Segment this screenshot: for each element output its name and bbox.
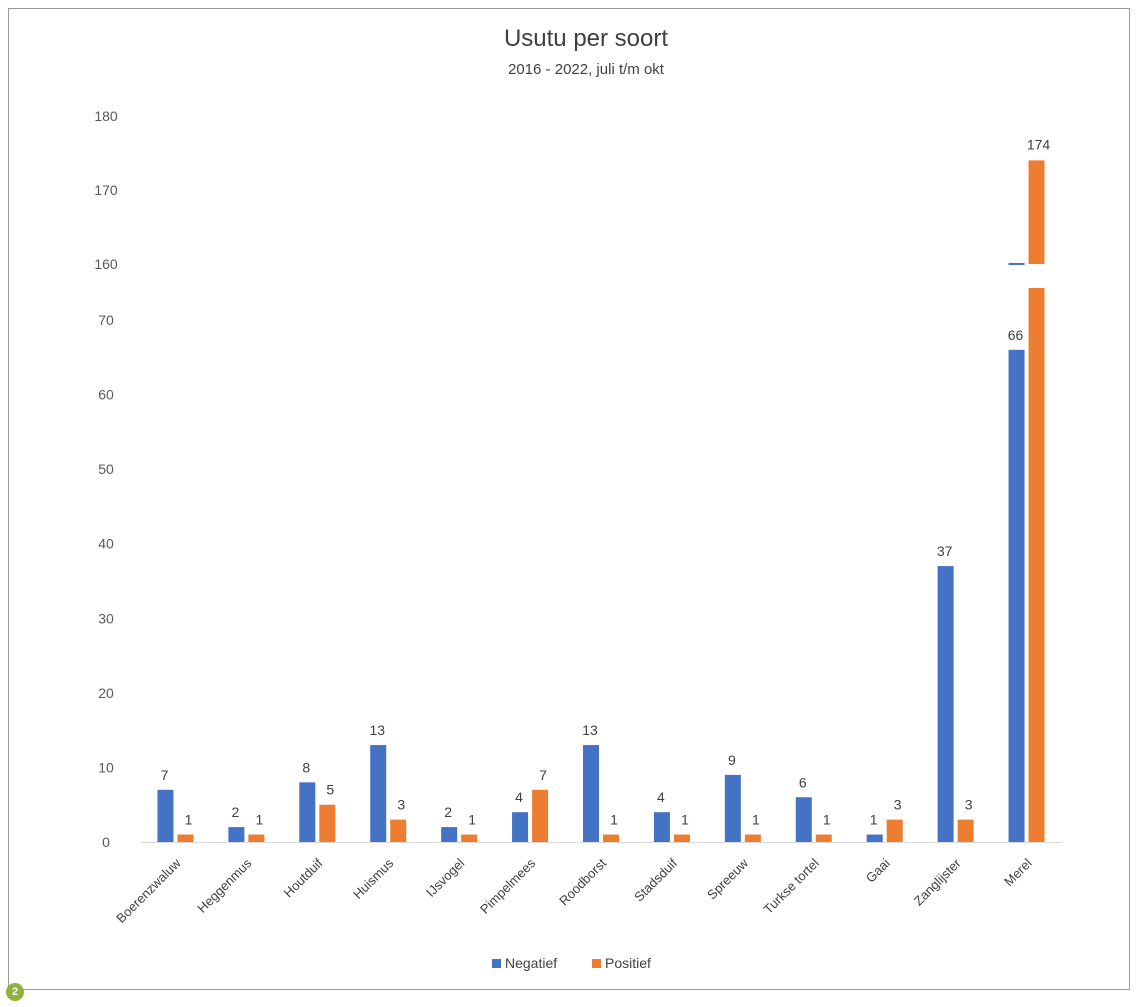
x-tick-label: Merel — [1001, 855, 1035, 889]
data-label: 13 — [582, 722, 598, 738]
bar-negatief — [724, 774, 741, 842]
data-label: 1 — [823, 812, 831, 828]
bar-negatief — [795, 797, 812, 842]
bar-positief — [673, 834, 690, 842]
data-label: 1 — [185, 812, 193, 828]
y-tick-label: 50 — [98, 461, 114, 477]
bar-positief — [319, 804, 336, 842]
bar-positief — [603, 834, 619, 842]
data-label: 3 — [397, 797, 405, 813]
x-tick-label: Huismus — [350, 855, 397, 902]
y-tick-label: 0 — [102, 834, 110, 850]
x-tick-label: Houtduif — [281, 855, 326, 900]
data-label: 2 — [444, 804, 452, 820]
bar-positief — [886, 819, 903, 842]
legend-label-negatief: Negatief — [505, 955, 557, 971]
x-tick-label: Heggenmus — [194, 855, 255, 916]
data-label: 1 — [752, 812, 760, 828]
data-label: 1 — [870, 812, 878, 828]
data-label: 1 — [255, 812, 263, 828]
x-tick-label: Roodborst — [556, 855, 609, 908]
legend-swatch-positief — [592, 959, 601, 968]
chart-subtitle: 2016 - 2022, juli t/m okt — [508, 61, 665, 78]
x-tick-label: Gaai — [863, 855, 893, 885]
y-tick-label: 160 — [94, 256, 118, 272]
data-label: 2 — [231, 804, 239, 820]
y-tick-label: 180 — [94, 108, 118, 124]
x-tick-label: Turkse tortel — [761, 855, 822, 916]
bar-positief — [390, 819, 407, 842]
x-tick-label: Stadsduif — [631, 855, 680, 904]
data-label: 3 — [965, 797, 973, 813]
data-label: 4 — [657, 789, 665, 805]
data-label: 66 — [1008, 327, 1024, 343]
data-label: 13 — [369, 722, 385, 738]
data-label: 7 — [539, 767, 547, 783]
bar-positief — [248, 834, 265, 842]
data-label: 6 — [799, 774, 807, 790]
x-tick-label: IJsvogel — [423, 855, 467, 899]
bar-positief — [1028, 288, 1045, 842]
x-tick-label: Pimpelmees — [477, 855, 539, 917]
legend-label-positief: Positief — [605, 955, 651, 971]
bar-positief — [744, 834, 761, 842]
data-label: 1 — [468, 812, 476, 828]
y-tick-label: 170 — [94, 182, 118, 198]
y-axis: 0 10 20 30 40 50 60 70 160 170 180 — [94, 108, 118, 850]
bar-positief — [461, 834, 478, 842]
y-tick-label: 60 — [98, 387, 114, 403]
chart-title: Usutu per soort — [504, 25, 668, 52]
bar-positief — [815, 834, 832, 842]
bar-negatief — [228, 827, 245, 842]
bar-negatief — [1008, 349, 1025, 842]
y-tick-label: 20 — [98, 685, 114, 701]
bar-positief — [532, 789, 549, 842]
x-tick-label: Spreeuw — [704, 855, 751, 902]
data-label: 37 — [937, 543, 953, 559]
data-label: 1 — [610, 812, 618, 828]
data-label: 4 — [515, 789, 523, 805]
bar-negatief — [441, 827, 458, 842]
data-label: 8 — [302, 759, 310, 775]
y-tick-label: 30 — [98, 610, 114, 626]
bar-positief — [177, 834, 194, 842]
x-tick-label: Zanglijster — [911, 855, 964, 908]
bar-positief-upper — [1028, 160, 1045, 264]
data-label: 5 — [326, 782, 334, 798]
y-tick-label: 70 — [98, 312, 114, 328]
legend-swatch-negatief — [492, 959, 501, 968]
legend: Negatief Positief — [492, 955, 651, 971]
data-label: 9 — [728, 752, 736, 768]
x-tick-label: Boerenzwaluw — [113, 855, 184, 926]
data-label: 7 — [161, 767, 169, 783]
data-label: 174 — [1027, 136, 1051, 152]
bar-positief — [957, 819, 974, 842]
y-tick-label: 40 — [98, 536, 114, 552]
bar-negatief — [653, 812, 670, 842]
x-axis: Boerenzwaluw Heggenmus Houtduif Huismus IJsv… — [113, 842, 1062, 926]
bar-negatief — [937, 566, 954, 842]
bar-negatief — [157, 789, 174, 842]
data-label: 1 — [681, 812, 689, 828]
data-label: 3 — [894, 797, 902, 813]
bar-negatief — [299, 782, 316, 842]
bar-negatief — [583, 745, 599, 842]
figure-number-badge: 2 — [6, 983, 24, 1001]
bar-negatief — [370, 745, 387, 842]
bar-negatief — [512, 812, 529, 842]
y-tick-label: 10 — [98, 759, 114, 775]
bar-negatief — [866, 834, 883, 842]
